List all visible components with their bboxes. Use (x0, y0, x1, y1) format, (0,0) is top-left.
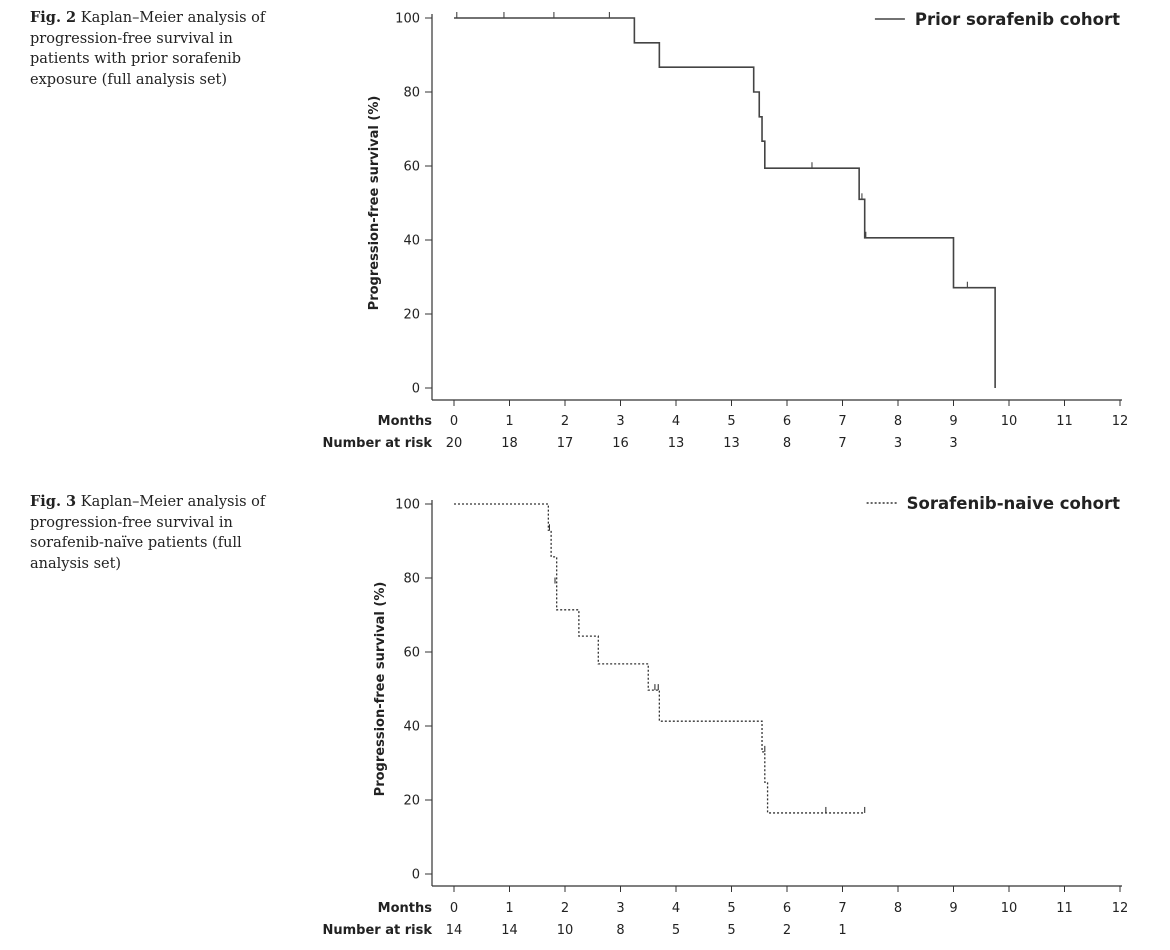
x-tick-label: 12 (1112, 901, 1129, 916)
x-tick-label: 7 (838, 901, 846, 916)
y-tick-label: 100 (395, 498, 420, 513)
y-tick-label: 0 (412, 868, 420, 883)
x-tick-label: 9 (949, 414, 957, 429)
x-tick-label: 6 (783, 414, 791, 429)
number-at-risk-value: 18 (501, 436, 518, 451)
number-at-risk-label: Number at risk (322, 923, 432, 938)
survival-curve-sorafenib-naive (454, 503, 865, 814)
y-tick-label: 20 (403, 794, 420, 809)
y-axis-title: Progression-free survival (%) (373, 582, 388, 797)
x-tick-label: 12 (1112, 414, 1129, 429)
x-tick-label: 10 (1001, 901, 1018, 916)
number-at-risk-value: 13 (668, 436, 685, 451)
x-tick-label: 7 (838, 414, 846, 429)
survival-curve-prior-sorafenib (454, 17, 996, 388)
number-at-risk-value: 8 (616, 923, 624, 938)
y-tick-label: 60 (403, 160, 420, 175)
number-at-risk-value: 10 (557, 923, 574, 938)
x-tick-label: 11 (1056, 414, 1073, 429)
y-tick-label: 0 (412, 382, 420, 397)
y-tick-label: 40 (403, 234, 420, 249)
legend-label: Prior sorafenib cohort (915, 10, 1120, 29)
x-tick-label: 0 (450, 414, 458, 429)
x-tick-label: 4 (672, 901, 680, 916)
x-tick-label: 8 (894, 901, 902, 916)
number-at-risk-value: 5 (727, 923, 735, 938)
figure-2-number: Fig. 2 (30, 9, 77, 26)
figure-2-caption-text: Kaplan–Meier analysis of progression-fre… (30, 10, 266, 88)
number-at-risk-value: 14 (501, 923, 518, 938)
figure-2-caption: Fig. 2 Kaplan–Meier analysis of progress… (30, 8, 280, 90)
number-at-risk-value: 16 (612, 436, 629, 451)
figure-3-number: Fig. 3 (30, 493, 77, 510)
number-at-risk-value: 3 (949, 436, 957, 451)
number-at-risk-value: 20 (446, 436, 463, 451)
x-tick-label: 5 (727, 414, 735, 429)
x-axis-title: Months (378, 414, 433, 429)
number-at-risk-value: 14 (446, 923, 463, 938)
number-at-risk-value: 1 (838, 923, 846, 938)
y-tick-label: 60 (403, 646, 420, 661)
number-at-risk-value: 3 (894, 436, 902, 451)
x-axis-title: Months (378, 901, 433, 916)
x-tick-label: 11 (1056, 901, 1073, 916)
x-tick-label: 10 (1001, 414, 1018, 429)
number-at-risk-value: 13 (723, 436, 740, 451)
x-tick-label: 5 (727, 901, 735, 916)
x-tick-label: 1 (505, 901, 513, 916)
x-tick-label: 3 (616, 901, 624, 916)
y-tick-label: 20 (403, 308, 420, 323)
x-tick-label: 9 (949, 901, 957, 916)
legend-label: Sorafenib-naive cohort (907, 494, 1120, 513)
x-tick-label: 2 (561, 414, 569, 429)
x-tick-label: 3 (616, 414, 624, 429)
number-at-risk-value: 8 (783, 436, 791, 451)
y-tick-label: 80 (403, 86, 420, 101)
number-at-risk-value: 5 (672, 923, 680, 938)
x-tick-label: 1 (505, 414, 513, 429)
number-at-risk-value: 17 (557, 436, 574, 451)
x-tick-label: 4 (672, 414, 680, 429)
y-tick-label: 40 (403, 720, 420, 735)
number-at-risk-value: 7 (838, 436, 846, 451)
x-tick-label: 0 (450, 901, 458, 916)
figure-3-caption: Fig. 3 Kaplan–Meier analysis of progress… (30, 492, 280, 574)
number-at-risk-value: 2 (783, 923, 791, 938)
x-tick-label: 2 (561, 901, 569, 916)
y-tick-label: 100 (395, 12, 420, 27)
y-axis-title: Progression-free survival (%) (367, 96, 382, 311)
x-tick-label: 6 (783, 901, 791, 916)
figure-3-caption-text: Kaplan–Meier analysis of progression-fre… (30, 494, 266, 572)
number-at-risk-label: Number at risk (322, 436, 432, 451)
y-tick-label: 80 (403, 572, 420, 587)
x-tick-label: 8 (894, 414, 902, 429)
